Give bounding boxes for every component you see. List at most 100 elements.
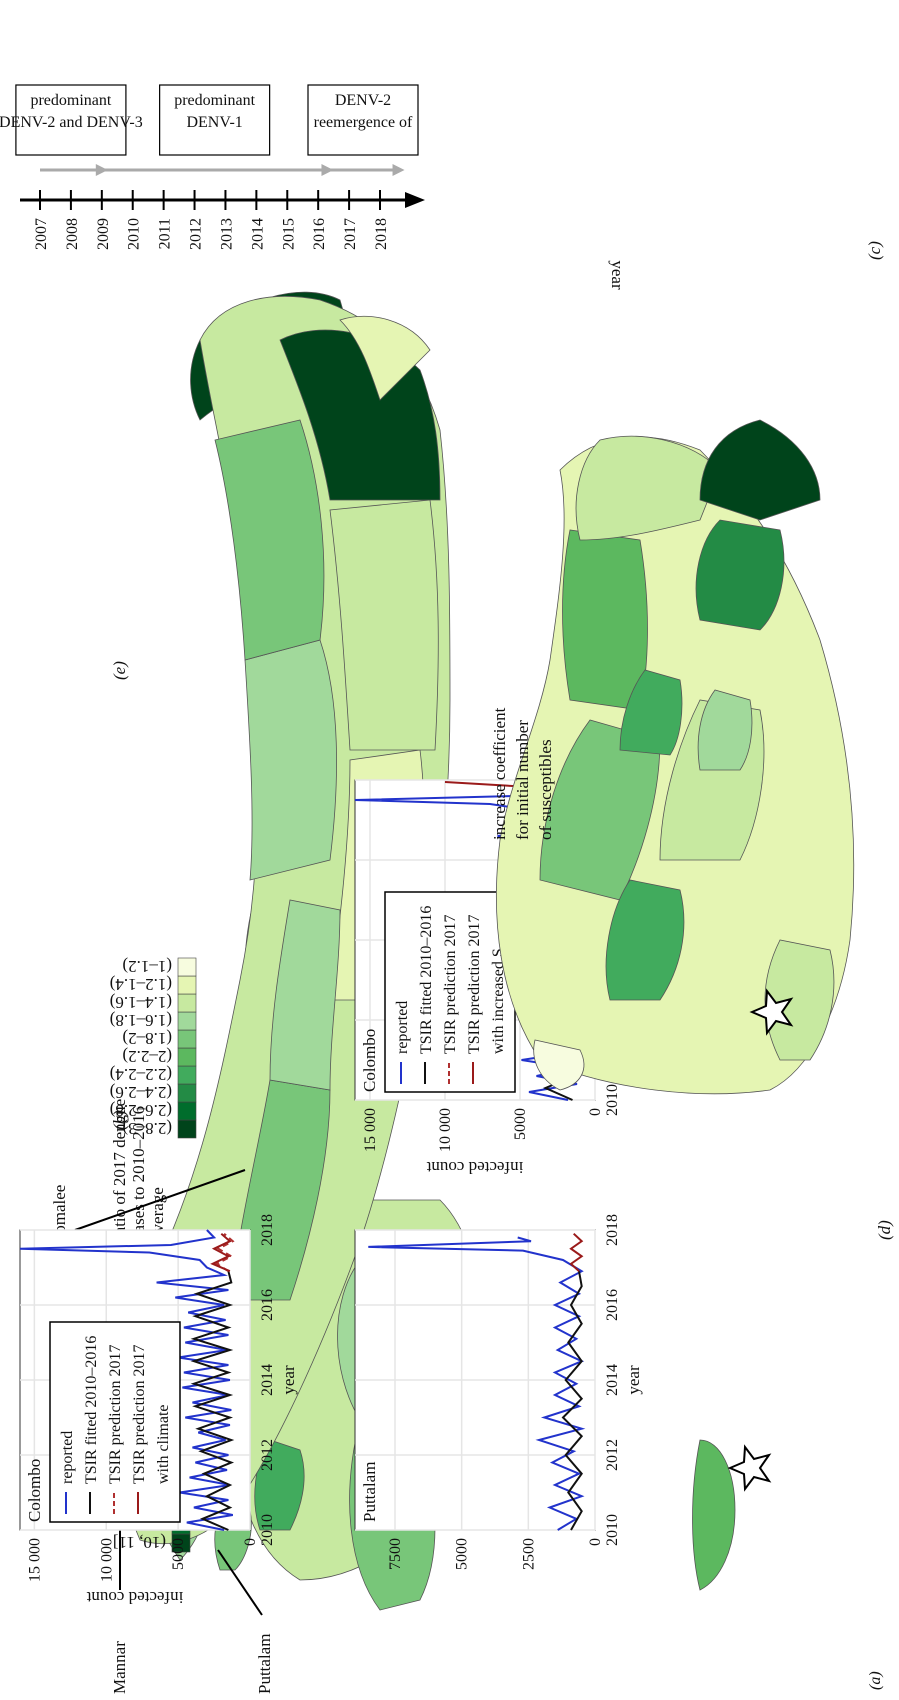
chart-b-xtick-2: 2014: [259, 1364, 276, 1396]
legend-d-items: (2.8–3)(2.6–2.8)(2.4–2.6)(2.2–2.4)(2–2.2…: [110, 957, 197, 1139]
chart-b-series-3: [210, 1232, 232, 1273]
legend-d-label-7: (1.4–1.6): [110, 993, 172, 1012]
chart-b-ytick-0: 0: [242, 1538, 259, 1546]
timeline-year-8: 2015: [280, 218, 297, 250]
chart-e-ylabel: infected count: [426, 1158, 523, 1177]
chart-e-ytick-1: 5000: [512, 1108, 529, 1140]
chart-e-legend-label-1: TSIR fitted 2010–2016: [418, 906, 435, 1054]
timeline-year-1: 2008: [64, 218, 81, 250]
chart-e-legend-label-0: reported: [394, 1001, 411, 1054]
chart-b-legend-label-2: TSIR prediction 2017: [107, 1344, 124, 1484]
timeline-year-6: 2013: [218, 218, 235, 250]
map-a-region-4: [254, 1439, 305, 1531]
legend-d-swatch-1: [177, 1101, 197, 1121]
map-d-south-tip: [533, 1039, 585, 1091]
panel-d-label: (d): [875, 1220, 894, 1240]
legend-d-swatch-3: [177, 1065, 197, 1085]
legend-d-swatch-8: [177, 975, 197, 995]
legend-a-title-1: ratio of 2017 dengue: [110, 1099, 129, 1240]
legend-a-title-3: average: [148, 1187, 167, 1240]
timeline-year-3: 2010: [126, 218, 143, 250]
chart-e-ytick-0: 0: [587, 1108, 604, 1116]
chart-puttalam-xtick-1: 2012: [604, 1439, 621, 1471]
chart-b: 2010 2012 2014 2016 2018 0 5000 10 000 15 000 yea…: [19, 1214, 298, 1607]
chart-puttalam-ytick-1: 2500: [520, 1538, 537, 1570]
legend-d-swatch-0: [177, 1119, 197, 1139]
chart-b-xtick-4: 2018: [259, 1214, 276, 1246]
chart-b-ylabel: infected count: [86, 1588, 183, 1607]
callout-puttalam-arrow: [217, 1549, 263, 1616]
chart-b-series-0: [19, 1229, 233, 1531]
map-d-mid-2: [697, 689, 753, 771]
timeline: 2007 2008 2009 2010 2011 2012 2013 2014 2015 2016…: [0, 84, 425, 250]
chart-puttalam-xtick-2: 2014: [604, 1364, 621, 1396]
timeline-year-0: 2007: [33, 218, 50, 250]
chart-e-xtick-0: 2010: [604, 1084, 621, 1116]
map-a-east-1: [214, 419, 325, 661]
timeline-year-4: 2011: [157, 218, 174, 249]
panel-d: (d) increase coefficie: [110, 419, 894, 1240]
era-box-1: [159, 84, 271, 156]
chart-puttalam-series-1: [561, 1271, 584, 1531]
legend-a-label-0: (10, 11]: [113, 1533, 166, 1552]
era-box-0: [15, 84, 127, 156]
map-d-west: [764, 939, 835, 1061]
timeline-year-5: 2012: [188, 218, 205, 250]
era-arrow-2: [392, 164, 405, 176]
legend-d-title-3: of susceptibles: [536, 739, 555, 840]
callout-trincomalee-arrow: [74, 1169, 246, 1231]
legend-d-title-1: increase coefficient: [490, 707, 509, 840]
chart-e-legend-label-2: TSIR prediction 2017: [442, 914, 459, 1054]
chart-e-ytick-2: 10 000: [437, 1108, 454, 1152]
chart-b-xtick-0: 2010: [259, 1514, 276, 1546]
era-box-2: [307, 84, 419, 156]
legend-d-label-6: (1.6–1.8): [110, 1011, 172, 1030]
chart-puttalam-title: Puttalam: [360, 1462, 379, 1522]
chart-b-xtick-1: 2012: [259, 1439, 276, 1471]
timeline-year-9: 2016: [311, 218, 328, 250]
chart-b-legend-label-0: reported: [59, 1431, 76, 1484]
panel-e-label: (e): [110, 661, 129, 680]
map-d-trinco: [699, 419, 821, 521]
chart-puttalam-xtick-3: 2016: [604, 1289, 621, 1321]
legend-d-label-4: (2–2.2): [122, 1047, 172, 1066]
chart-puttalam-ytick-3: 7500: [387, 1538, 404, 1570]
legend-d-label-3: (2.2–2.4): [110, 1065, 172, 1084]
chart-b-xlabel: year: [279, 1365, 298, 1395]
callout-mannar: Mannar: [110, 1641, 129, 1694]
era-text-0-0: DENV-2 and DENV-3: [0, 114, 143, 131]
map-d: [496, 419, 855, 1095]
legend-d-label-2: (2.4–2.6): [110, 1083, 172, 1102]
chart-b-xtick-3: 2016: [259, 1289, 276, 1321]
timeline-year-7: 2014: [249, 218, 266, 250]
map-a-north-3: [339, 315, 431, 401]
legend-d-swatch-2: [177, 1083, 197, 1103]
legend-d-swatch-5: [177, 1029, 197, 1049]
map-d-colombo-star: [749, 988, 794, 1036]
era-text-2-1: DENV-2: [335, 92, 391, 109]
legend-d-swatch-7: [177, 993, 197, 1013]
map-d-south-1: [605, 879, 685, 1001]
chart-b-legend-label-3: TSIR prediction 2017: [131, 1344, 148, 1484]
era-text-0-1: predominant: [30, 92, 111, 109]
era-text-1-0: DENV-1: [186, 114, 242, 131]
chart-b-legend-label-4: with climate: [155, 1404, 172, 1484]
chart-e-legend-label-4: with increased S: [490, 948, 507, 1054]
map-a-south-3: [269, 899, 341, 1091]
legend-d-swatch-9: [177, 957, 197, 977]
chart-b-ytick-1: 5000: [170, 1538, 187, 1570]
panel-c: (c) year 2007 2008 2009 2010 2011 2012 2013 201…: [0, 84, 884, 290]
chart-puttalam-ytick-2: 5000: [454, 1538, 471, 1570]
chart-e-title: Colombo: [360, 1029, 379, 1092]
legend-d-label-8: (1.2–1.4): [110, 975, 172, 994]
legend-d: increase coefficient for initial number …: [110, 707, 555, 1139]
legend-d-label-5: (1.8–2): [122, 1029, 172, 1048]
map-a-central: [244, 639, 337, 881]
legend-d-label-1: (2.6–2.8): [110, 1101, 172, 1120]
map-a-puttalam: [692, 1439, 736, 1591]
panel-a-label: (a): [867, 1671, 884, 1690]
chart-puttalam-series-2: [569, 1232, 584, 1272]
timeline-year-10: 2017: [342, 218, 359, 250]
